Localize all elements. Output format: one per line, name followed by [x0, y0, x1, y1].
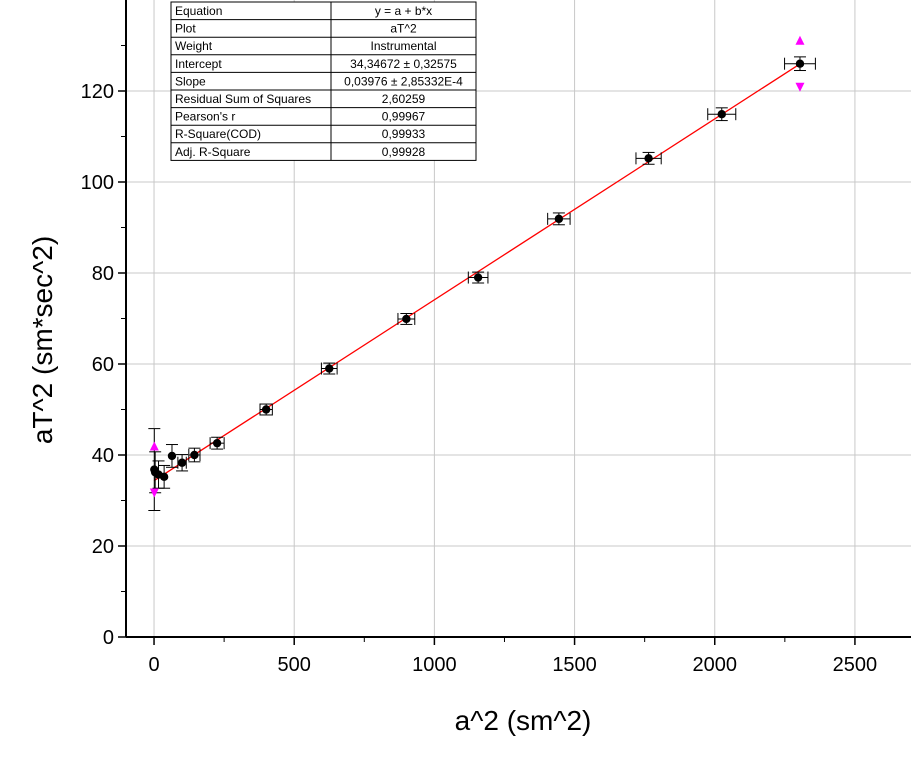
data-point	[177, 458, 187, 467]
data-point	[212, 438, 222, 448]
y-tick-label: 120	[81, 81, 114, 103]
highlight-arrow-down	[149, 488, 159, 498]
table-row-label: Adj. R-Square	[175, 145, 251, 159]
table-row-label: Intercept	[175, 57, 222, 71]
data-point	[159, 472, 169, 482]
table-row-label: Pearson's r	[175, 110, 235, 124]
table-row-value: 0,03976 ± 2,85332E-4	[344, 74, 463, 88]
table-row-label: Slope	[175, 74, 206, 88]
table-row-value: aT^2	[390, 22, 417, 36]
x-tick-label: 2500	[833, 654, 878, 676]
highlight-marker	[149, 441, 159, 498]
highlight-arrow-down	[795, 82, 805, 92]
y-axis-title: aT^2 (sm*sec^2)	[27, 236, 58, 444]
data-point	[554, 214, 564, 224]
highlight-arrow-up	[149, 441, 159, 451]
tick-labels: 0 500 1000 1500 2000 2500 0 20 40 60 80 100 120	[81, 81, 878, 676]
data-point	[167, 451, 177, 461]
table-row-value: y = a + b*x	[375, 4, 432, 18]
table-row-label: Residual Sum of Squares	[175, 92, 311, 106]
highlight-marker	[795, 35, 805, 92]
highlight-markers	[149, 35, 805, 498]
y-tick-label: 100	[81, 172, 114, 194]
x-tick-label: 1000	[412, 654, 457, 676]
table-row-label: Equation	[175, 4, 222, 18]
x-tick-label: 0	[148, 654, 159, 676]
x-tick-label: 1500	[552, 654, 597, 676]
data-point	[795, 59, 805, 68]
data-point	[190, 450, 199, 460]
y-tick-label: 20	[92, 536, 114, 558]
data-point	[644, 154, 653, 163]
data-point	[717, 110, 726, 119]
table-row-label: Weight	[175, 39, 213, 53]
table-frame	[170, 1, 477, 161]
table-row-value: Instrumental	[370, 39, 436, 53]
x-axis-title: a^2 (sm^2)	[455, 705, 592, 736]
table-row-label: Plot	[175, 22, 196, 36]
y-tick-label: 40	[92, 445, 114, 467]
x-tick-label: 2000	[693, 654, 738, 676]
table-row-value: 2,60259	[382, 92, 426, 106]
table-row-value: 34,34672 ± 0,32575	[350, 57, 457, 71]
highlight-arrow-up	[795, 35, 805, 45]
data-points	[150, 59, 805, 482]
table-row-value: 0,99967	[382, 110, 426, 124]
y-tick-label: 80	[92, 263, 114, 285]
data-point	[325, 364, 334, 373]
fit-results-table: Equation y = a + b*x Plot aT^2 Weight Instrum…	[170, 1, 477, 161]
table-row-label: R-Square(COD)	[175, 127, 261, 141]
x-tick-label: 500	[278, 654, 311, 676]
y-tick-label: 60	[92, 354, 114, 376]
data-point	[473, 273, 483, 282]
y-tick-label: 0	[103, 627, 114, 649]
table-row-value: 0,99928	[382, 145, 426, 159]
data-point	[402, 314, 411, 324]
table-row-value: 0,99933	[382, 127, 426, 141]
axes	[118, 0, 911, 645]
data-point	[261, 405, 271, 414]
